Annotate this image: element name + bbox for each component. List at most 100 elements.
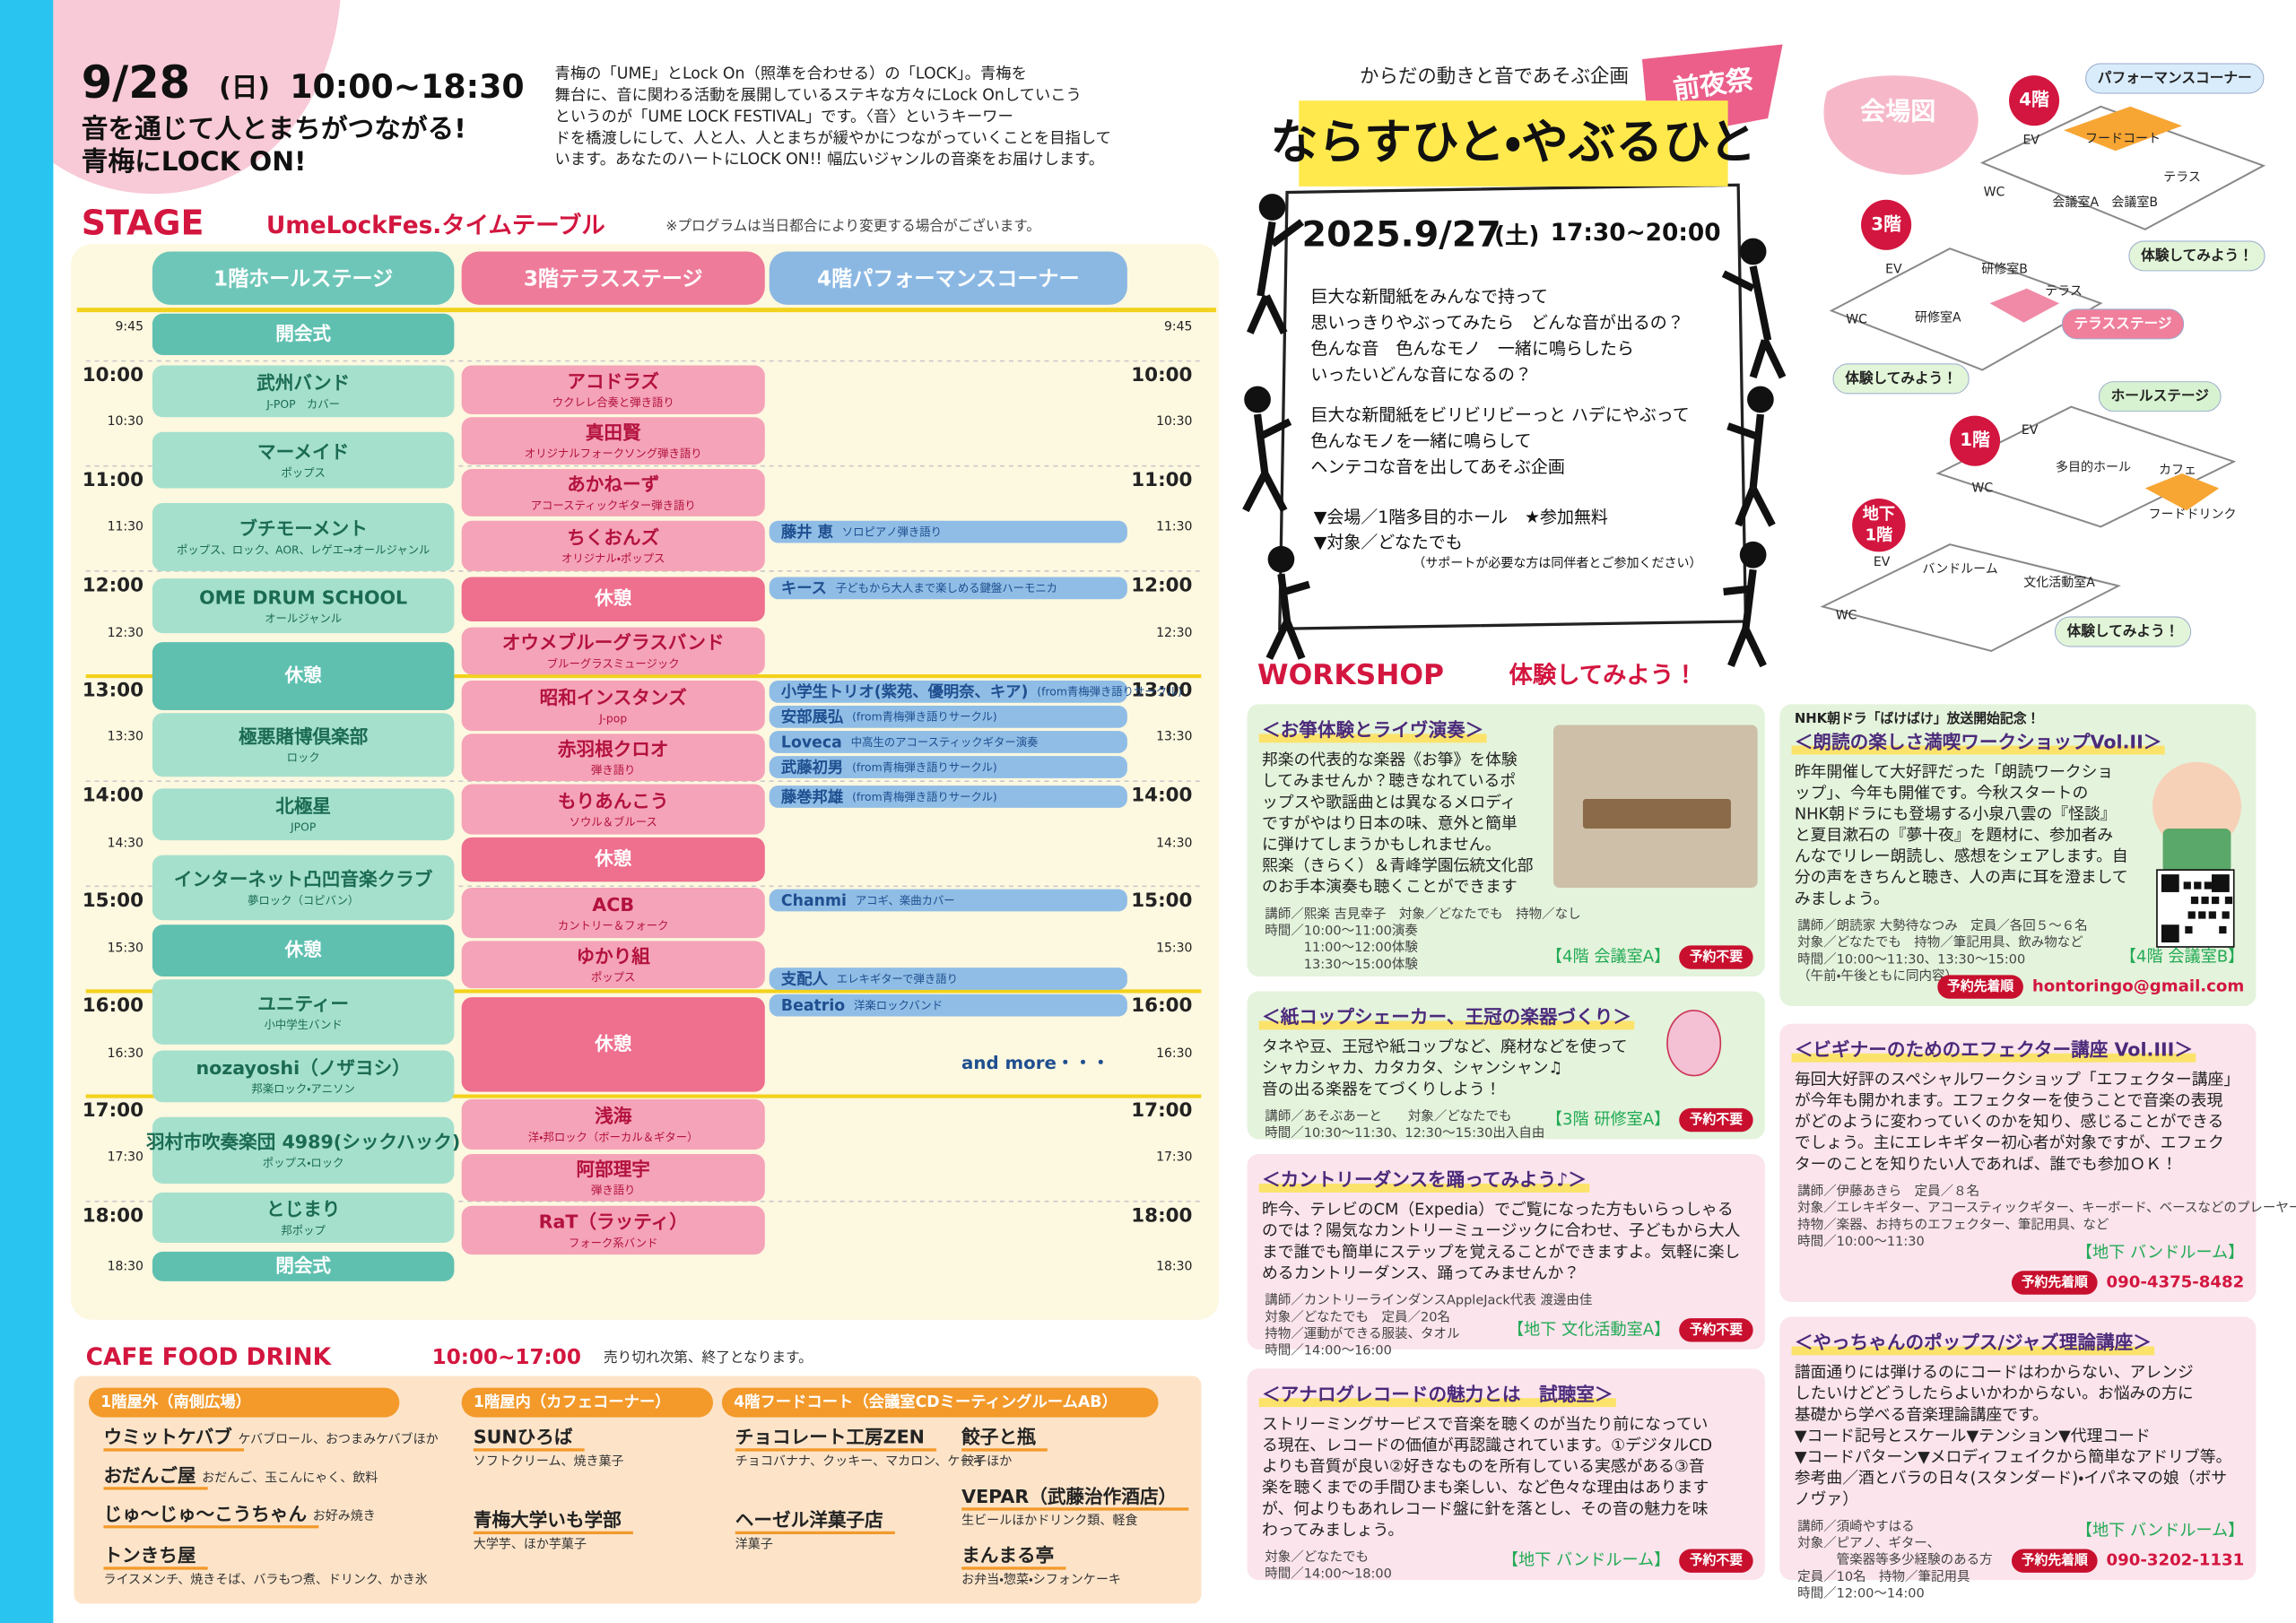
stage-slot <box>152 1251 455 1281</box>
time-label: 12:00 <box>1131 574 1192 596</box>
badge-text: 予約不要 <box>1690 949 1743 965</box>
map-callout: 体験してみよう！ <box>2067 622 2179 639</box>
pre-event-info: ▼対象／どなたでも <box>1314 533 1463 552</box>
card-title: ＜やっちゃんのポップス/ジャズ理論講座＞ <box>1795 1332 2152 1353</box>
time-label: 12:30 <box>1156 626 1192 640</box>
shop-menu: 生ビールほかドリンク類、軽食 <box>961 1514 1137 1528</box>
genre: 夢ロック（コピバン） <box>248 894 359 907</box>
corner-slot <box>769 889 1127 912</box>
floor-badge <box>2009 75 2060 126</box>
stage-slot <box>461 887 765 939</box>
map-label: 会議室A <box>2052 195 2099 210</box>
stage-slot <box>461 577 765 621</box>
genre: (from青梅弾き語りサークル) <box>852 791 997 803</box>
cafe-time: 10:00~17:00 <box>432 1346 581 1369</box>
shop-menu: チョコバナナ、クッキー、マカロン、ケーキ <box>735 1454 986 1469</box>
time-label: 14:30 <box>1156 836 1192 850</box>
qr-cell <box>2187 911 2196 919</box>
intro-text: というのが「UME LOCK FESTIVAL」です。〈音〉というキーワー <box>555 108 1013 126</box>
time-label: 10:00 <box>83 364 144 386</box>
side-strip <box>0 0 54 1623</box>
badge-text: 予約不要 <box>1690 1111 1743 1127</box>
map-label: 研修室B <box>1981 262 2028 276</box>
performer: 支配人 <box>781 969 829 988</box>
time-label: 13:30 <box>108 730 144 744</box>
performer: 昭和インスタンズ <box>540 687 687 708</box>
genre: 邦楽ロック・アニソン <box>251 1082 354 1096</box>
badge <box>2011 1549 2098 1573</box>
card-details: 管楽器等多少経験のある方 <box>1797 1551 1992 1567</box>
map-callout: テラスステージ <box>2074 315 2172 332</box>
intro-text: います。あなたのハートにLOCK ON!! 幅広いジャンルの音楽をお届けします。 <box>555 151 1105 169</box>
time-label: 15:00 <box>83 890 144 912</box>
contact: 090-4375-8482 <box>2107 1273 2245 1292</box>
shop-menu: 洋菓子 <box>735 1538 773 1552</box>
card-body: と夏目漱石の『夢十夜』を題材に、参加者み <box>1795 826 2113 845</box>
performer: 休憩 <box>284 939 323 960</box>
map-callout-box <box>2098 381 2222 412</box>
corner-slot <box>769 968 1127 990</box>
time-label: 14:30 <box>108 836 144 850</box>
time-label: 10:30 <box>1156 414 1192 429</box>
card-details: 対象／エレキギター、アコースティックギター、キーボード、ベースなどのプレーヤー <box>1797 1201 2296 1216</box>
stage-slot <box>152 1050 455 1103</box>
card-body: ですがやはり日本の味、意外と簡単 <box>1262 814 1518 833</box>
floor-label: 1階 <box>1865 525 1892 544</box>
genre: J-pop <box>598 712 627 725</box>
time-label: 17:00 <box>83 1099 144 1122</box>
time-label: 15:30 <box>1156 942 1192 956</box>
card-details: 時間／12:00〜14:00 <box>1797 1585 1925 1601</box>
card-details: 時間／10:00〜11:30 <box>1797 1234 1925 1249</box>
stage-slot <box>152 578 455 634</box>
map-label: EV <box>2023 134 2040 148</box>
map-label: テラス <box>2045 284 2083 299</box>
place: 【3階 研修室A】 <box>1546 1110 1670 1129</box>
tagline: 音を通じて人とまちがつながる! <box>82 114 466 145</box>
card-title: ＜カントリーダンスを踊ってみよう♪＞ <box>1262 1169 1587 1191</box>
workshop-card <box>1779 704 2257 1006</box>
map-label: 研修室A <box>1915 311 1961 325</box>
time-label: 12:00 <box>83 574 144 596</box>
map-callout-box <box>2085 63 2265 94</box>
performer: 藤井 恵 <box>781 523 834 542</box>
performer: ゆかり組 <box>576 946 650 968</box>
shop-name: ヘーゼル洋菓子店 <box>735 1509 883 1531</box>
time-label: 18:30 <box>1156 1259 1192 1273</box>
badge <box>1679 1549 1753 1573</box>
cafe-group-name: 1階屋内（カフェコーナー） <box>474 1393 671 1411</box>
genre: アコギ、楽曲カバー <box>856 893 955 907</box>
contact: hontoringo@gmail.com <box>2032 977 2244 996</box>
time-label: 15:30 <box>108 942 144 956</box>
stage-slot <box>461 1098 765 1150</box>
pre-event-text: ヘンテコな音を出してあそぶ企画 <box>1310 457 1564 477</box>
qr-cell <box>2211 896 2220 905</box>
stage-slot <box>152 313 455 355</box>
pre-event-text: 思いっきりやぶってみたら どんな音が出るの？ <box>1310 313 1683 333</box>
floor-label: 4階 <box>2019 90 2049 110</box>
map-callout: パフォーマンスコーナー <box>2098 69 2252 86</box>
stage-title: STAGE <box>82 203 204 242</box>
genre: (from青梅弾き語りサークル) <box>852 761 997 774</box>
performer: キース <box>781 580 827 598</box>
card-body: に弾けてしまうかもしれません。 <box>1262 835 1500 854</box>
shop-menu: おだんご、玉こんにゃく、飲料 <box>202 1471 378 1485</box>
card-details: 時間／14:00〜16:00 <box>1265 1343 1392 1358</box>
workshop-card <box>1247 1153 1765 1350</box>
pre-event-text: 巨大な新聞紙をみんなで持って <box>1310 287 1548 307</box>
cafe-title: CAFE FOOD DRINK <box>86 1344 333 1371</box>
card-body: 譜面通りには弾けるのにコードはわからない、アレンジ <box>1795 1363 2194 1382</box>
qr-cell <box>2219 925 2227 934</box>
genre: (from青梅弾き語りサークル) <box>852 711 997 724</box>
stick-figures <box>1242 194 1787 668</box>
qr-cell <box>2185 925 2193 934</box>
floor-badge <box>1852 499 1906 552</box>
time-label: 17:30 <box>108 1150 144 1164</box>
card-body: まで誰でも簡単にステップを覚えることができますよ。気軽に楽し <box>1262 1243 1740 1262</box>
map-label: WC <box>1971 481 1993 495</box>
shop-name: まんまる亭 <box>961 1545 1054 1567</box>
time-label: 10:00 <box>1131 364 1192 386</box>
qr-cell <box>2183 881 2191 890</box>
card-body: のでは？陽気なカントリーミュージックに合わせ、子どもから大人 <box>1262 1221 1741 1240</box>
blossom-shape <box>53 0 341 195</box>
